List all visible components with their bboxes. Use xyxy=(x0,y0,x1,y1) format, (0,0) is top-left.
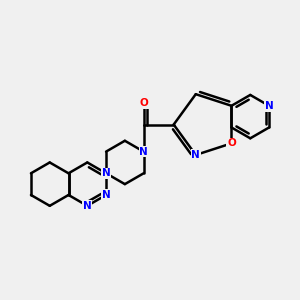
Text: N: N xyxy=(102,190,110,200)
Text: O: O xyxy=(139,98,148,108)
Text: O: O xyxy=(227,138,236,148)
Text: N: N xyxy=(265,101,273,111)
Text: N: N xyxy=(139,147,148,157)
Text: N: N xyxy=(102,168,110,178)
Text: N: N xyxy=(83,201,92,211)
Text: N: N xyxy=(191,150,200,160)
